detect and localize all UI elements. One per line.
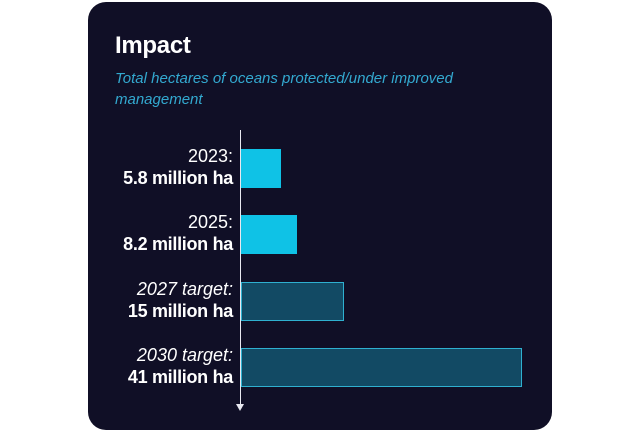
axis-arrow-icon bbox=[236, 404, 244, 411]
bar-label-1: 2025: 8.2 million ha bbox=[123, 211, 233, 255]
value-label: 41 million ha bbox=[127, 367, 233, 387]
chart-title: Impact bbox=[115, 32, 191, 59]
bar-label-2: 2027 target: 15 million ha bbox=[128, 278, 233, 322]
bar-3 bbox=[241, 348, 522, 387]
category-label: 2025: bbox=[187, 212, 233, 232]
bar-0 bbox=[241, 149, 281, 188]
y-axis-line bbox=[240, 130, 241, 406]
category-label: 2030 target: bbox=[136, 345, 233, 365]
chart-subtitle: Total hectares of oceans protected/under… bbox=[115, 70, 453, 108]
bar-label-3: 2030 target: 41 million ha bbox=[128, 344, 233, 388]
impact-card: Impact Total hectares of oceans protecte… bbox=[88, 2, 552, 430]
value-label: 8.2 million ha bbox=[123, 234, 233, 254]
bar-label-0: 2023: 5.8 million ha bbox=[123, 145, 233, 189]
bar-2 bbox=[241, 282, 344, 321]
value-label: 15 million ha bbox=[127, 301, 233, 321]
value-label: 5.8 million ha bbox=[123, 168, 233, 188]
category-label: 2027 target: bbox=[136, 279, 233, 299]
category-label: 2023: bbox=[187, 146, 233, 166]
bar-1 bbox=[241, 215, 298, 254]
